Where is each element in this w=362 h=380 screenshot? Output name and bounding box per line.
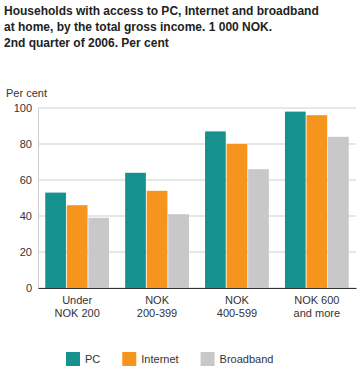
x-tick-label: NOK400-599	[217, 294, 257, 319]
legend-label: PC	[85, 353, 100, 365]
y-tick: 20	[20, 246, 38, 258]
y-tick-label: 20	[20, 246, 32, 258]
y-axis: 0 20 40 60 80 100	[14, 102, 39, 294]
x-tick: NOK200-399	[137, 288, 177, 319]
legend-swatch	[201, 352, 215, 366]
x-axis-line	[39, 288, 357, 289]
bar	[147, 191, 168, 288]
x-tick: UnderNOK 200	[55, 288, 100, 319]
y-tick-label: 40	[20, 210, 32, 222]
y-tick-label: 100	[14, 102, 32, 114]
x-tick: NOK400-599	[217, 288, 257, 319]
bar	[205, 131, 226, 288]
bar	[248, 169, 269, 288]
bar	[328, 137, 349, 288]
bar	[307, 115, 328, 288]
y-label: Per cent	[6, 87, 47, 99]
legend-swatch	[122, 352, 136, 366]
grid-line	[38, 108, 356, 109]
bar	[227, 144, 248, 288]
bar	[45, 193, 66, 288]
y-tick: 100	[14, 102, 38, 114]
y-tick-label: 80	[20, 138, 32, 150]
x-tick-label: NOK200-399	[137, 294, 177, 319]
title: Households with access to PC, Internet a…	[4, 4, 319, 50]
x-tick: NOK 600and more	[294, 288, 340, 319]
grid	[38, 108, 356, 288]
x-axis: UnderNOK 200 NOK200-399 NOK400-599 NOK 600a…	[39, 288, 357, 319]
y-tick: 40	[20, 210, 38, 222]
legend-label: Broadband	[220, 353, 274, 365]
bars	[45, 112, 348, 288]
legend-swatch	[66, 352, 80, 366]
y-axis-line	[38, 109, 39, 289]
bar	[168, 214, 189, 288]
bar	[67, 205, 88, 288]
bar	[285, 112, 306, 288]
y-tick-label: 60	[20, 174, 32, 186]
y-tick: 60	[20, 174, 38, 186]
bar	[88, 218, 109, 288]
bar	[125, 173, 146, 288]
x-tick-label: UnderNOK 200	[55, 294, 100, 319]
legend: PC Internet Broadband	[66, 352, 273, 366]
y-tick-label: 0	[26, 282, 32, 294]
x-tick-label: NOK 600and more	[294, 294, 340, 319]
y-tick: 80	[20, 138, 38, 150]
y-tick: 0	[26, 282, 38, 294]
legend-label: Internet	[141, 353, 178, 365]
chart: Households with access to PC, Internet a…	[0, 0, 362, 380]
